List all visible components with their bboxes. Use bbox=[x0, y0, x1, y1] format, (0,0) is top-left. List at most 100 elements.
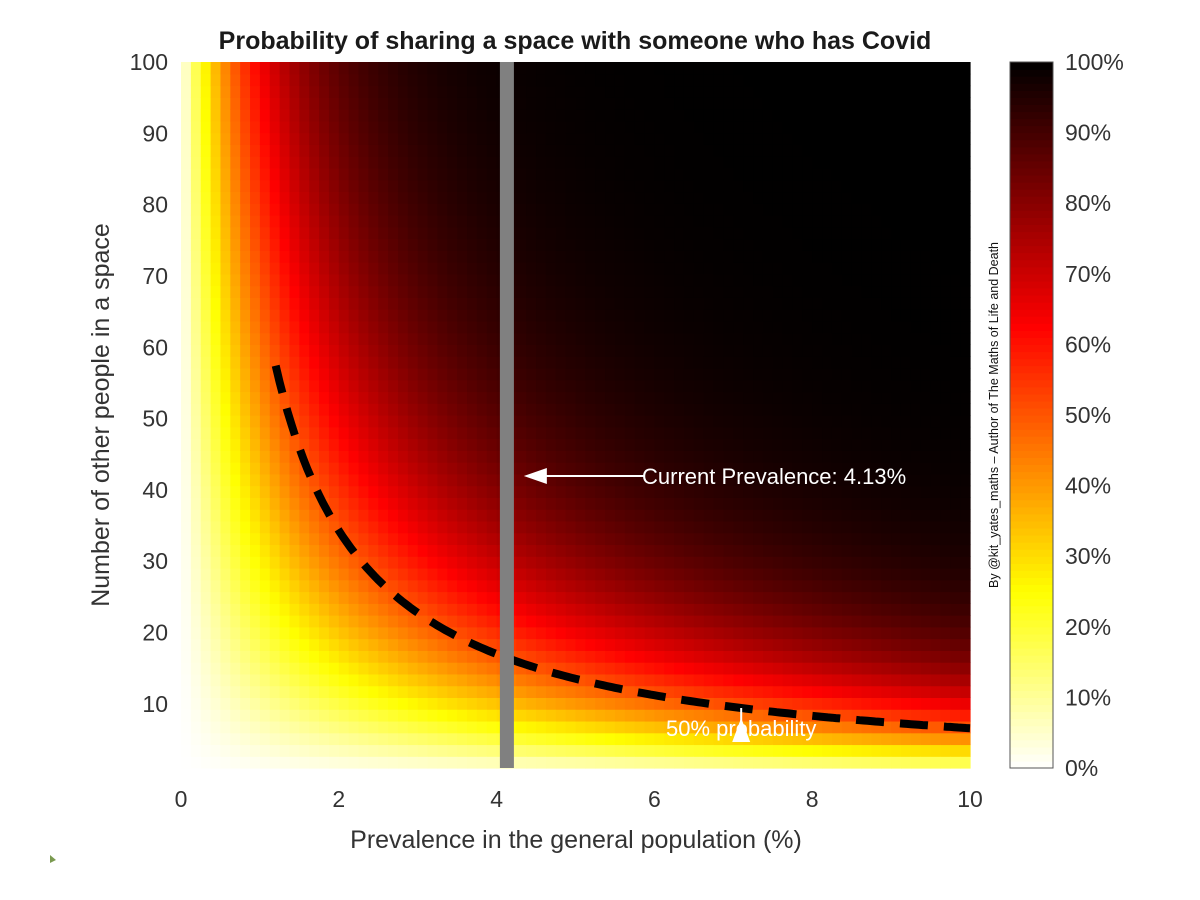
heatmap-cell bbox=[309, 532, 320, 546]
heatmap-cell bbox=[200, 673, 212, 687]
heatmap-cell bbox=[358, 497, 369, 510]
heatmap-cell bbox=[614, 97, 626, 110]
heatmap-cell bbox=[624, 97, 636, 110]
heatmap-cell bbox=[861, 332, 872, 345]
colorbar-segment bbox=[1010, 203, 1053, 211]
heatmap-cell bbox=[190, 415, 202, 428]
heatmap-cell bbox=[940, 450, 951, 463]
heatmap-cell bbox=[595, 732, 606, 746]
heatmap-cell bbox=[950, 367, 961, 381]
heatmap-cell bbox=[900, 132, 912, 145]
heatmap-cell bbox=[348, 238, 360, 251]
heatmap-cell bbox=[950, 438, 961, 451]
heatmap-cell bbox=[250, 285, 261, 298]
heatmap-cell bbox=[575, 485, 586, 498]
heatmap-cell bbox=[743, 685, 754, 698]
x-tick-label: 6 bbox=[648, 786, 661, 812]
heatmap-cell bbox=[930, 309, 942, 322]
heatmap-cell bbox=[960, 732, 971, 746]
heatmap-cell bbox=[871, 367, 882, 381]
heatmap-cell bbox=[792, 226, 803, 240]
heatmap-cell bbox=[910, 344, 922, 357]
heatmap-cell bbox=[753, 203, 764, 216]
heatmap-cell bbox=[407, 191, 419, 204]
heatmap-cell bbox=[693, 179, 705, 193]
heatmap-cell bbox=[407, 497, 419, 510]
heatmap-cell bbox=[328, 509, 340, 522]
heatmap-cell bbox=[960, 615, 971, 628]
heatmap-cell bbox=[950, 344, 961, 357]
heatmap-cell bbox=[950, 709, 961, 722]
heatmap-cell bbox=[950, 415, 961, 428]
heatmap-cell bbox=[190, 226, 202, 240]
heatmap-cell bbox=[457, 120, 468, 134]
heatmap-cell bbox=[861, 379, 872, 393]
colorbar-segment bbox=[1010, 527, 1053, 536]
heatmap-cell bbox=[279, 650, 291, 663]
heatmap-cell bbox=[802, 426, 813, 440]
heatmap-cell bbox=[822, 509, 833, 522]
heatmap-cell bbox=[851, 650, 863, 663]
heatmap-cell bbox=[822, 262, 833, 275]
heatmap-cell bbox=[457, 744, 468, 757]
heatmap-cell bbox=[210, 438, 222, 451]
heatmap-cell bbox=[822, 367, 833, 381]
heatmap-cell bbox=[891, 509, 902, 522]
heatmap-cell bbox=[230, 214, 241, 228]
colorbar-segment bbox=[1010, 266, 1053, 275]
heatmap-cell bbox=[358, 320, 369, 334]
heatmap-cell bbox=[319, 85, 330, 98]
heatmap-cell bbox=[881, 203, 892, 216]
heatmap-cell bbox=[930, 297, 942, 310]
heatmap-cell bbox=[624, 156, 636, 169]
heatmap-cell bbox=[269, 638, 281, 651]
heatmap-cell bbox=[782, 356, 794, 369]
heatmap-cell bbox=[891, 697, 902, 710]
colorbar-segment bbox=[1010, 160, 1053, 169]
heatmap-cell bbox=[536, 673, 547, 687]
heatmap-cell bbox=[240, 697, 251, 710]
heatmap-cell bbox=[713, 285, 725, 298]
heatmap-cell bbox=[841, 156, 853, 169]
heatmap-cell bbox=[703, 709, 715, 722]
heatmap-cell bbox=[279, 320, 291, 334]
heatmap-cell bbox=[181, 285, 192, 298]
heatmap-cell bbox=[240, 509, 251, 522]
heatmap-cell bbox=[772, 262, 784, 275]
y-tick-label: 40 bbox=[142, 477, 168, 503]
heatmap-cell bbox=[910, 685, 922, 698]
heatmap-cell bbox=[753, 709, 764, 722]
heatmap-cell bbox=[733, 285, 744, 298]
heatmap-cell bbox=[279, 709, 291, 722]
heatmap-cell bbox=[210, 356, 222, 369]
heatmap-cell bbox=[565, 356, 577, 369]
heatmap-cell bbox=[822, 167, 833, 181]
heatmap-cell bbox=[200, 462, 212, 475]
heatmap-cell bbox=[210, 450, 222, 463]
heatmap-cell bbox=[536, 662, 547, 675]
heatmap-cell bbox=[230, 732, 241, 746]
heatmap-cell bbox=[575, 744, 586, 757]
heatmap-cell bbox=[555, 191, 567, 204]
heatmap-cell bbox=[733, 273, 744, 287]
heatmap-cell bbox=[683, 485, 695, 498]
heatmap-cell bbox=[250, 62, 261, 75]
heatmap-cell bbox=[950, 120, 961, 134]
y-tick-label: 70 bbox=[142, 263, 168, 289]
heatmap-cell bbox=[476, 391, 488, 404]
heatmap-cell bbox=[536, 132, 547, 145]
heatmap-cell bbox=[348, 367, 360, 381]
heatmap-cell bbox=[851, 497, 863, 510]
heatmap-cell bbox=[693, 603, 705, 616]
heatmap-cell bbox=[358, 309, 369, 322]
heatmap-cell bbox=[920, 156, 932, 169]
heatmap-cell bbox=[841, 709, 853, 722]
heatmap-cell bbox=[338, 179, 350, 193]
heatmap-cell bbox=[910, 462, 922, 475]
heatmap-cell bbox=[822, 250, 833, 263]
heatmap-cell bbox=[900, 62, 912, 75]
heatmap-cell bbox=[427, 273, 439, 287]
heatmap-cell bbox=[871, 238, 882, 251]
heatmap-cell bbox=[476, 273, 488, 287]
heatmap-cell bbox=[328, 332, 340, 345]
